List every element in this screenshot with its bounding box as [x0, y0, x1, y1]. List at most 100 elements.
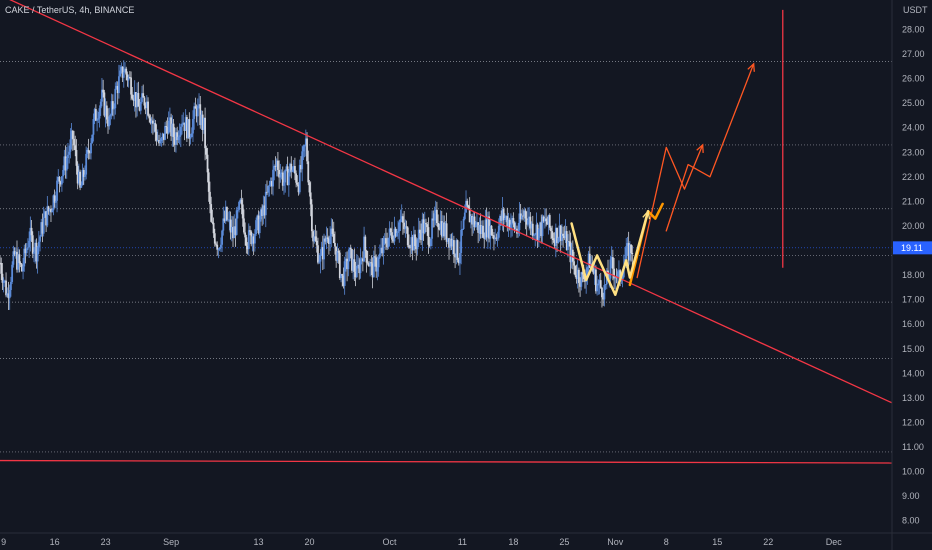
candle-body [348, 247, 351, 262]
candle-body [571, 249, 574, 262]
candle-body [421, 219, 424, 240]
candle-body [193, 106, 196, 119]
candle-body [154, 123, 157, 132]
candle-body [65, 158, 68, 171]
y-tick-label: 16.00 [902, 319, 925, 329]
candle-body [593, 269, 596, 274]
candle-body [135, 92, 137, 108]
candle-body [205, 148, 208, 155]
candle-body [115, 85, 118, 89]
candle-body [592, 268, 595, 274]
candle-body [6, 293, 9, 296]
candle-body [558, 225, 561, 238]
candle-body [166, 126, 169, 134]
candle-body [432, 218, 435, 221]
candle-body [434, 209, 437, 214]
candle-body [289, 163, 291, 173]
candle-body [392, 239, 395, 242]
candle-body [422, 219, 425, 234]
candle-body [241, 204, 244, 219]
candle-body [235, 210, 238, 235]
candle-body [172, 123, 175, 137]
candle-body [500, 215, 503, 221]
candle-body [411, 237, 414, 251]
candle-body [255, 220, 257, 235]
candle-body [175, 132, 177, 145]
candle-body [410, 237, 413, 248]
candle-body [308, 182, 311, 193]
candle-body [575, 275, 578, 279]
candle-body [105, 105, 108, 120]
candle-body [44, 211, 46, 218]
candle-body [338, 252, 341, 279]
candle-body [176, 132, 179, 141]
candle-body [484, 219, 487, 239]
candle-body [550, 227, 552, 232]
candle-body [263, 205, 266, 216]
price-axis[interactable]: 8.00 9.00 10.00 11.00 12.00 13.00 14.00 15.00 16… [902, 24, 925, 525]
candle-body [108, 116, 111, 127]
candle-body [298, 165, 301, 193]
candle-body [199, 104, 202, 126]
candle-body [399, 219, 402, 223]
red-trendline-0[interactable] [0, 0, 893, 404]
candle-body [467, 205, 470, 209]
yellow-w-pattern[interactable] [570, 209, 650, 296]
candle-body [92, 119, 95, 135]
candle-body [388, 228, 391, 238]
candle-body [251, 236, 254, 245]
y-tick-label: 26.00 [902, 74, 925, 84]
drawings[interactable] [0, 0, 893, 464]
candle-body [536, 224, 539, 241]
candle-body [74, 145, 77, 151]
candle-body [247, 230, 250, 250]
red-trendline-1[interactable] [0, 459, 893, 464]
candle-body [435, 209, 438, 224]
candle-body [565, 231, 568, 250]
candle-body [125, 68, 128, 75]
candle-body [361, 258, 364, 262]
candle-body [187, 119, 190, 139]
candle-body [518, 213, 521, 230]
candle-body [5, 280, 7, 296]
time-axis[interactable]: 9 16 23 Sep 13 20 Oct 11 18 25 Nov 8 15 22 Dec [1, 537, 842, 547]
candle-body [51, 210, 54, 213]
candle-body [114, 88, 117, 109]
y-tick-label: 22.00 [902, 172, 925, 182]
candle-body [439, 221, 442, 230]
candle-body [546, 221, 549, 225]
projection-arrow-2[interactable] [665, 63, 755, 232]
candle-body [107, 119, 109, 127]
candle-body [209, 191, 211, 205]
candle-body [158, 140, 160, 144]
candle-body [27, 247, 29, 249]
candle-body [144, 105, 147, 109]
candle-body [545, 218, 548, 222]
candle-body [142, 93, 145, 98]
candle-body [178, 135, 181, 137]
candle-body [522, 215, 524, 217]
candle-body [603, 285, 606, 300]
candle-body [554, 227, 557, 246]
candle-body [380, 247, 382, 254]
candle-body [427, 227, 430, 245]
candle-body [358, 264, 361, 274]
candle-body [10, 281, 12, 291]
candle-body [318, 261, 321, 263]
candle-body [33, 251, 35, 254]
candle-body [270, 181, 273, 187]
candle-body [13, 251, 16, 255]
candle-body [512, 218, 515, 223]
candle-body [47, 206, 50, 212]
candle-body [559, 225, 562, 241]
candle-body [132, 98, 135, 101]
candle-body [182, 122, 185, 124]
candle-body [433, 213, 436, 221]
candle-body [39, 236, 41, 242]
candle-body [40, 222, 43, 237]
candle-body [206, 154, 209, 173]
y-tick-label: 28.00 [902, 24, 925, 34]
candle-body [461, 229, 464, 230]
